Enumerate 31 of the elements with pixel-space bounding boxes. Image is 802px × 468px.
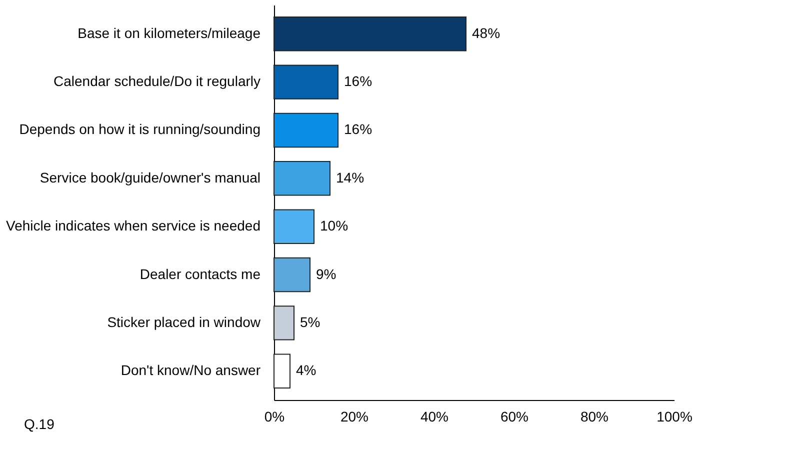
data-label: 16%	[344, 121, 372, 138]
bar	[274, 209, 314, 244]
x-tick-label: 40%	[420, 408, 449, 424]
data-label: 4%	[296, 362, 316, 378]
bar	[274, 64, 338, 100]
bar	[274, 161, 330, 196]
x-tick-label: 20%	[340, 408, 369, 424]
text: Q.19	[24, 416, 55, 432]
x-tick-label: 80%	[580, 408, 609, 424]
x-tick-label: 0%	[264, 408, 285, 424]
data-label: 14%	[336, 169, 364, 186]
y-tick-label: Don't know/No answer	[120, 362, 261, 378]
y-tick-label: Service book/guide/owner's manual	[40, 169, 260, 186]
y-tick-label: Dealer contacts me	[140, 266, 261, 282]
bar	[274, 354, 290, 388]
x-tick-label: 60%	[500, 408, 529, 424]
y-tick-label: Sticker placed in window	[107, 314, 262, 330]
data-label: 9%	[316, 266, 336, 282]
data-label: 48%	[472, 24, 500, 41]
data-label: 5%	[300, 314, 320, 330]
y-tick-label: Calendar schedule/Do it regularly	[54, 73, 260, 90]
bar	[274, 306, 294, 340]
y-tick-label: Depends on how it is running/sounding	[19, 121, 260, 138]
data-label: 10%	[320, 218, 348, 234]
data-label: 16%	[344, 73, 372, 90]
x-tick-label: 100%	[656, 408, 692, 424]
bar	[274, 257, 310, 292]
y-tick-label: Base it on kilometers/mileage	[78, 24, 261, 41]
bar	[274, 112, 338, 148]
bar	[274, 16, 466, 52]
y-tick-label: Vehicle indicates when service is needed	[6, 218, 260, 234]
